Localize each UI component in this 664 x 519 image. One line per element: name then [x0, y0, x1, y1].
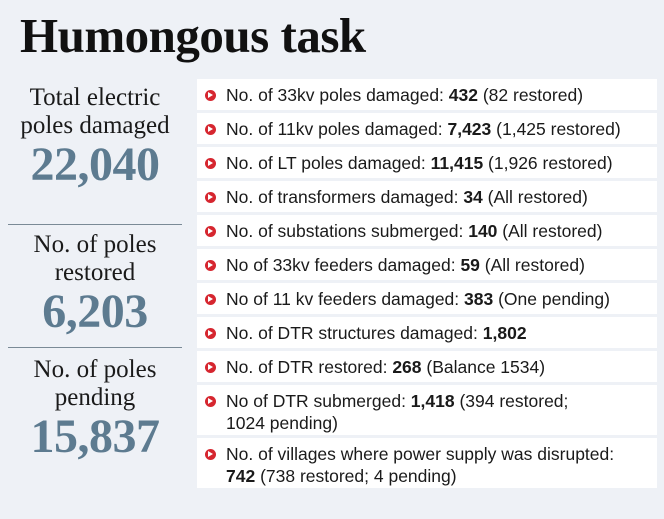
item-value: 383 [464, 289, 494, 309]
item-note: (One pending) [493, 289, 610, 309]
list-item: No. of 33kv poles damaged: 432 (82 resto… [197, 79, 657, 110]
item-label: No. of 11kv poles damaged: [226, 119, 448, 139]
item-label: No. of 33kv poles damaged: [226, 85, 449, 105]
bullet-arrow-icon [205, 192, 216, 203]
item-note: (82 restored) [477, 85, 584, 105]
stat-label: Total electric poles damaged [20, 84, 170, 139]
item-value: 34 [463, 187, 483, 207]
list-item: No. of substations submerged: 140 (All r… [197, 215, 657, 246]
item-value: 11,415 [430, 153, 484, 173]
item-value: 7,423 [447, 119, 492, 139]
item-note: (All restored) [482, 187, 588, 207]
item-note: (All restored) [497, 221, 603, 241]
item-note: (394 restored; [454, 391, 569, 411]
stat-value: 22,040 [30, 138, 161, 191]
item-value: 1,418 [410, 391, 455, 411]
item-label: No of DTR submerged: [226, 391, 411, 411]
item-label: No. of DTR restored: [226, 357, 393, 377]
item-value: 59 [460, 255, 480, 275]
item-note-line2: 1024 pending) [226, 413, 338, 433]
page-title: Humongous task [20, 8, 366, 63]
item-note: (All restored) [479, 255, 585, 275]
divider [8, 224, 182, 225]
item-label: No. of LT poles damaged: [226, 153, 431, 173]
bullet-arrow-icon [205, 124, 216, 135]
item-value: 432 [448, 85, 478, 105]
item-value: 268 [392, 357, 422, 377]
item-note: (1,926 restored) [483, 153, 613, 173]
item-label: No of 11 kv feeders damaged: [226, 289, 465, 309]
stat-restored: No. of poles restored 6,203 [0, 225, 190, 347]
stat-total-damaged: Total electric poles damaged 22,040 [0, 82, 190, 224]
bullet-arrow-icon [205, 260, 216, 271]
list-item: No. of LT poles damaged: 11,415 (1,926 r… [197, 147, 657, 178]
list-item: No of 33kv feeders damaged: 59 (All rest… [197, 249, 657, 280]
item-label: No. of DTR structures damaged: [226, 323, 483, 343]
summary-stats: Total electric poles damaged 22,040 No. … [0, 82, 190, 476]
item-note-line2: (738 restored; 4 pending) [255, 466, 457, 486]
list-item: No. of DTR restored: 268 (Balance 1534) [197, 351, 657, 382]
item-note: (1,425 restored) [491, 119, 621, 139]
list-item: No of DTR submerged: 1,418 (394 restored… [197, 385, 657, 435]
bullet-arrow-icon [205, 449, 216, 460]
divider [8, 347, 182, 348]
item-label: No. of villages where power supply was d… [226, 444, 615, 464]
list-item: No. of 11kv poles damaged: 7,423 (1,425 … [197, 113, 657, 144]
list-item: No of 11 kv feeders damaged: 383 (One pe… [197, 283, 657, 314]
item-note: (Balance 1534) [421, 357, 546, 377]
item-label: No. of substations submerged: [226, 221, 469, 241]
item-value: 1,802 [482, 323, 527, 343]
damage-list: No. of 33kv poles damaged: 432 (82 resto… [197, 79, 657, 509]
bullet-arrow-icon [205, 226, 216, 237]
item-label: No of 33kv feeders damaged: [226, 255, 461, 275]
stat-value: 15,837 [30, 410, 161, 463]
stat-label: No. of poles pending [33, 356, 157, 411]
list-item: No. of villages where power supply was d… [197, 438, 657, 488]
bullet-arrow-icon [205, 362, 216, 373]
bullet-arrow-icon [205, 294, 216, 305]
bullet-arrow-icon [205, 90, 216, 101]
stat-pending: No. of poles pending 15,837 [0, 348, 190, 476]
bullet-arrow-icon [205, 328, 216, 339]
bullet-arrow-icon [205, 158, 216, 169]
list-item: No. of DTR structures damaged: 1,802 [197, 317, 657, 348]
stat-value: 6,203 [42, 285, 148, 338]
list-item: No. of transformers damaged: 34 (All res… [197, 181, 657, 212]
bullet-arrow-icon [205, 396, 216, 407]
item-label: No. of transformers damaged: [226, 187, 464, 207]
stat-label: No. of poles restored [33, 231, 157, 286]
item-value-line2: 742 [226, 466, 256, 486]
item-value: 140 [468, 221, 498, 241]
